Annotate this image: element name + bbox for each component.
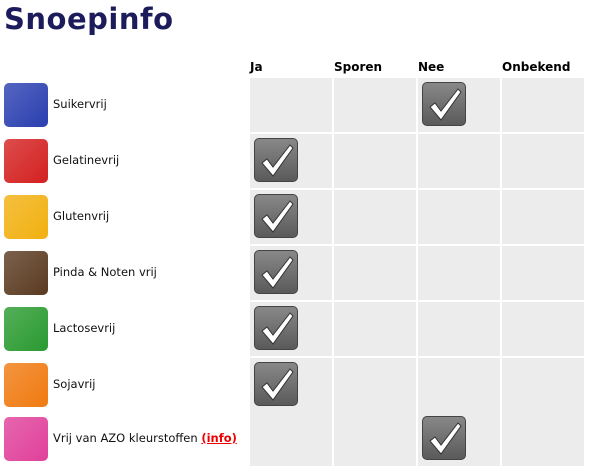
row-label: Pinda & Noten vrij (53, 265, 157, 279)
row-label: Sojavrij (53, 377, 96, 391)
cell-sporen (334, 246, 416, 300)
cell-ja (250, 246, 332, 300)
table-row: Pinda & Noten vrij (0, 246, 600, 300)
cell-nee (418, 412, 500, 466)
row-label: Glutenvrij (53, 209, 109, 223)
row-label-text: Glutenvrij (53, 209, 110, 223)
sugar-cubes-icon (4, 83, 48, 127)
row-label: Gelatinevrij (53, 153, 119, 167)
column-header-ja: Ja (250, 60, 263, 74)
row-label-text: Lactosevrij (53, 321, 116, 335)
page-title: Snoepinfo (4, 2, 174, 36)
row-label: Vrij van AZO kleurstoffen (info) (53, 431, 237, 445)
cell-onbekend (502, 412, 584, 466)
cell-sporen (334, 302, 416, 356)
cell-ja (250, 134, 332, 188)
cell-onbekend (502, 78, 584, 132)
jelly-icon (4, 139, 48, 183)
table-row: Suikervrij (0, 78, 600, 132)
cell-sporen (334, 412, 416, 466)
cell-onbekend (502, 190, 584, 244)
cell-nee (418, 190, 500, 244)
cell-ja (250, 78, 332, 132)
column-header-sporen: Sporen (334, 60, 383, 74)
cell-nee (418, 302, 500, 356)
cell-sporen (334, 358, 416, 412)
table-row: Gelatinevrij (0, 134, 600, 188)
row-label-text: Suikervrij (53, 97, 107, 111)
wheat-icon (4, 195, 48, 239)
checkmark-icon (254, 362, 298, 406)
cell-nee (418, 134, 500, 188)
soy-bean-icon (4, 363, 48, 407)
row-label-text: Vrij van AZO kleurstoffen (53, 431, 198, 445)
info-link[interactable]: (info) (201, 431, 237, 445)
peanut-icon (4, 251, 48, 295)
table-row: Lactosevrij (0, 302, 600, 356)
row-label: Lactosevrij (53, 321, 115, 335)
row-label-text: Sojavrij (53, 377, 96, 391)
table-row: Vrij van AZO kleurstoffen (info) (0, 412, 600, 466)
checkmark-icon (254, 306, 298, 350)
cell-ja (250, 358, 332, 412)
column-header-nee: Nee (418, 60, 445, 74)
row-label: Suikervrij (53, 97, 107, 111)
flask-icon (4, 417, 48, 461)
cow-icon (4, 307, 48, 351)
cell-ja (250, 412, 332, 466)
cell-onbekend (502, 134, 584, 188)
table-row: Sojavrij (0, 358, 600, 412)
cell-onbekend (502, 246, 584, 300)
column-header-onbekend: Onbekend (502, 60, 571, 74)
cell-sporen (334, 78, 416, 132)
checkmark-icon (422, 416, 466, 460)
cell-onbekend (502, 302, 584, 356)
cell-onbekend (502, 358, 584, 412)
checkmark-icon (254, 250, 298, 294)
checkmark-icon (422, 82, 466, 126)
row-label-text: Pinda & Noten vrij (53, 265, 157, 279)
checkmark-icon (254, 194, 298, 238)
cell-ja (250, 190, 332, 244)
checkmark-icon (254, 138, 298, 182)
row-label-text: Gelatinevrij (53, 153, 120, 167)
cell-sporen (334, 190, 416, 244)
cell-nee (418, 78, 500, 132)
cell-nee (418, 246, 500, 300)
table-row: Glutenvrij (0, 190, 600, 244)
cell-sporen (334, 134, 416, 188)
cell-nee (418, 358, 500, 412)
cell-ja (250, 302, 332, 356)
